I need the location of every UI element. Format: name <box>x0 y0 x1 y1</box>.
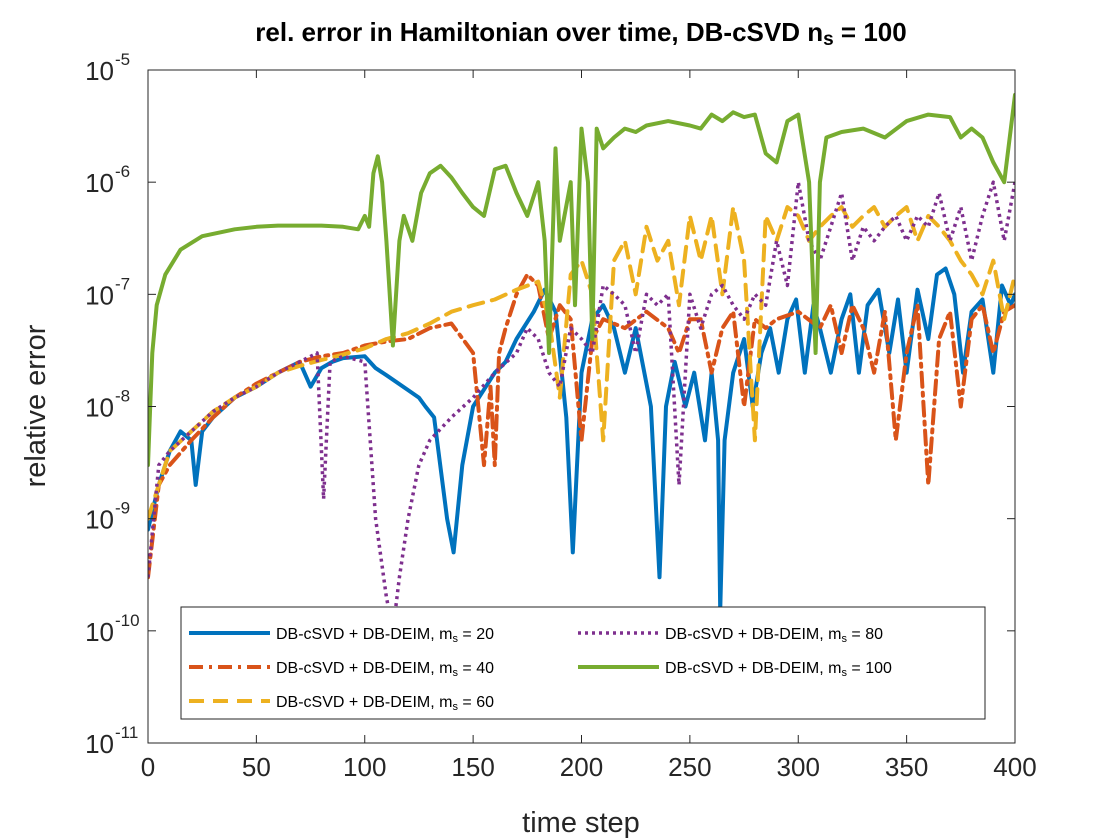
y-tick-base: 10 <box>85 168 114 198</box>
y-tick-base: 10 <box>85 729 114 759</box>
y-tick-label: 10 <box>85 56 114 86</box>
series-group <box>148 92 1015 633</box>
series-line-2 <box>148 205 1015 521</box>
series-line-4 <box>148 92 1015 468</box>
y-tick-exponent: -10 <box>115 611 140 630</box>
x-tick-label: 50 <box>242 752 271 782</box>
legend-box <box>180 606 986 720</box>
series-line-3 <box>148 180 1015 633</box>
legend-label-1: DB-cSVD + DB-DEIM, ms = 40 <box>276 660 494 679</box>
x-axis-label: time step <box>522 807 640 839</box>
series-line-1 <box>148 272 1015 580</box>
x-tick-label: 0 <box>141 752 155 782</box>
series-layer <box>148 92 1015 633</box>
legend-label-3: DB-cSVD + DB-DEIM, ms = 80 <box>665 626 883 645</box>
y-tick-base: 10 <box>85 617 114 647</box>
y-tick-label: 10 <box>85 168 114 198</box>
y-axis-label: relative error <box>20 324 52 487</box>
x-tick-label: 200 <box>560 752 603 782</box>
x-tick-label: 350 <box>885 752 928 782</box>
y-tick-base: 10 <box>85 505 114 535</box>
x-tick-label: 300 <box>777 752 820 782</box>
y-tick-label: 10 <box>85 393 114 423</box>
y-tick-base: 10 <box>85 56 114 86</box>
legend-label-0: DB-cSVD + DB-DEIM, ms = 20 <box>276 626 494 645</box>
y-tick-base: 10 <box>85 393 114 423</box>
legend-label-2: DB-cSVD + DB-DEIM, ms = 60 <box>276 694 494 713</box>
x-tick-label: 250 <box>668 752 711 782</box>
ticks-layer: 0 50 100 150 200 250 300 350 40010-1110-1010-910… <box>85 50 1037 782</box>
x-tick-label: 400 <box>993 752 1036 782</box>
y-tick-exponent: -7 <box>115 274 130 293</box>
y-tick-exponent: -8 <box>115 387 130 406</box>
y-tick-label: 10 <box>85 617 114 647</box>
chart-title: rel. error in Hamiltonian over time, DB-… <box>255 17 906 50</box>
x-tick-label: 100 <box>343 752 386 782</box>
y-tick-exponent: -5 <box>115 50 130 69</box>
y-tick-exponent: -6 <box>115 162 130 181</box>
y-tick-exponent: -9 <box>115 499 130 518</box>
legend-label-4: DB-cSVD + DB-DEIM, ms = 100 <box>665 660 892 679</box>
y-tick-label: 10 <box>85 280 114 310</box>
y-tick-exponent: -11 <box>115 723 138 742</box>
x-tick-label: 150 <box>451 752 494 782</box>
y-tick-label: 10 <box>85 729 114 759</box>
legend: DB-cSVD + DB-DEIM, ms = 20 DB-cSVD + DB-D… <box>180 606 986 720</box>
y-tick-label: 10 <box>85 505 114 535</box>
y-tick-base: 10 <box>85 280 114 310</box>
